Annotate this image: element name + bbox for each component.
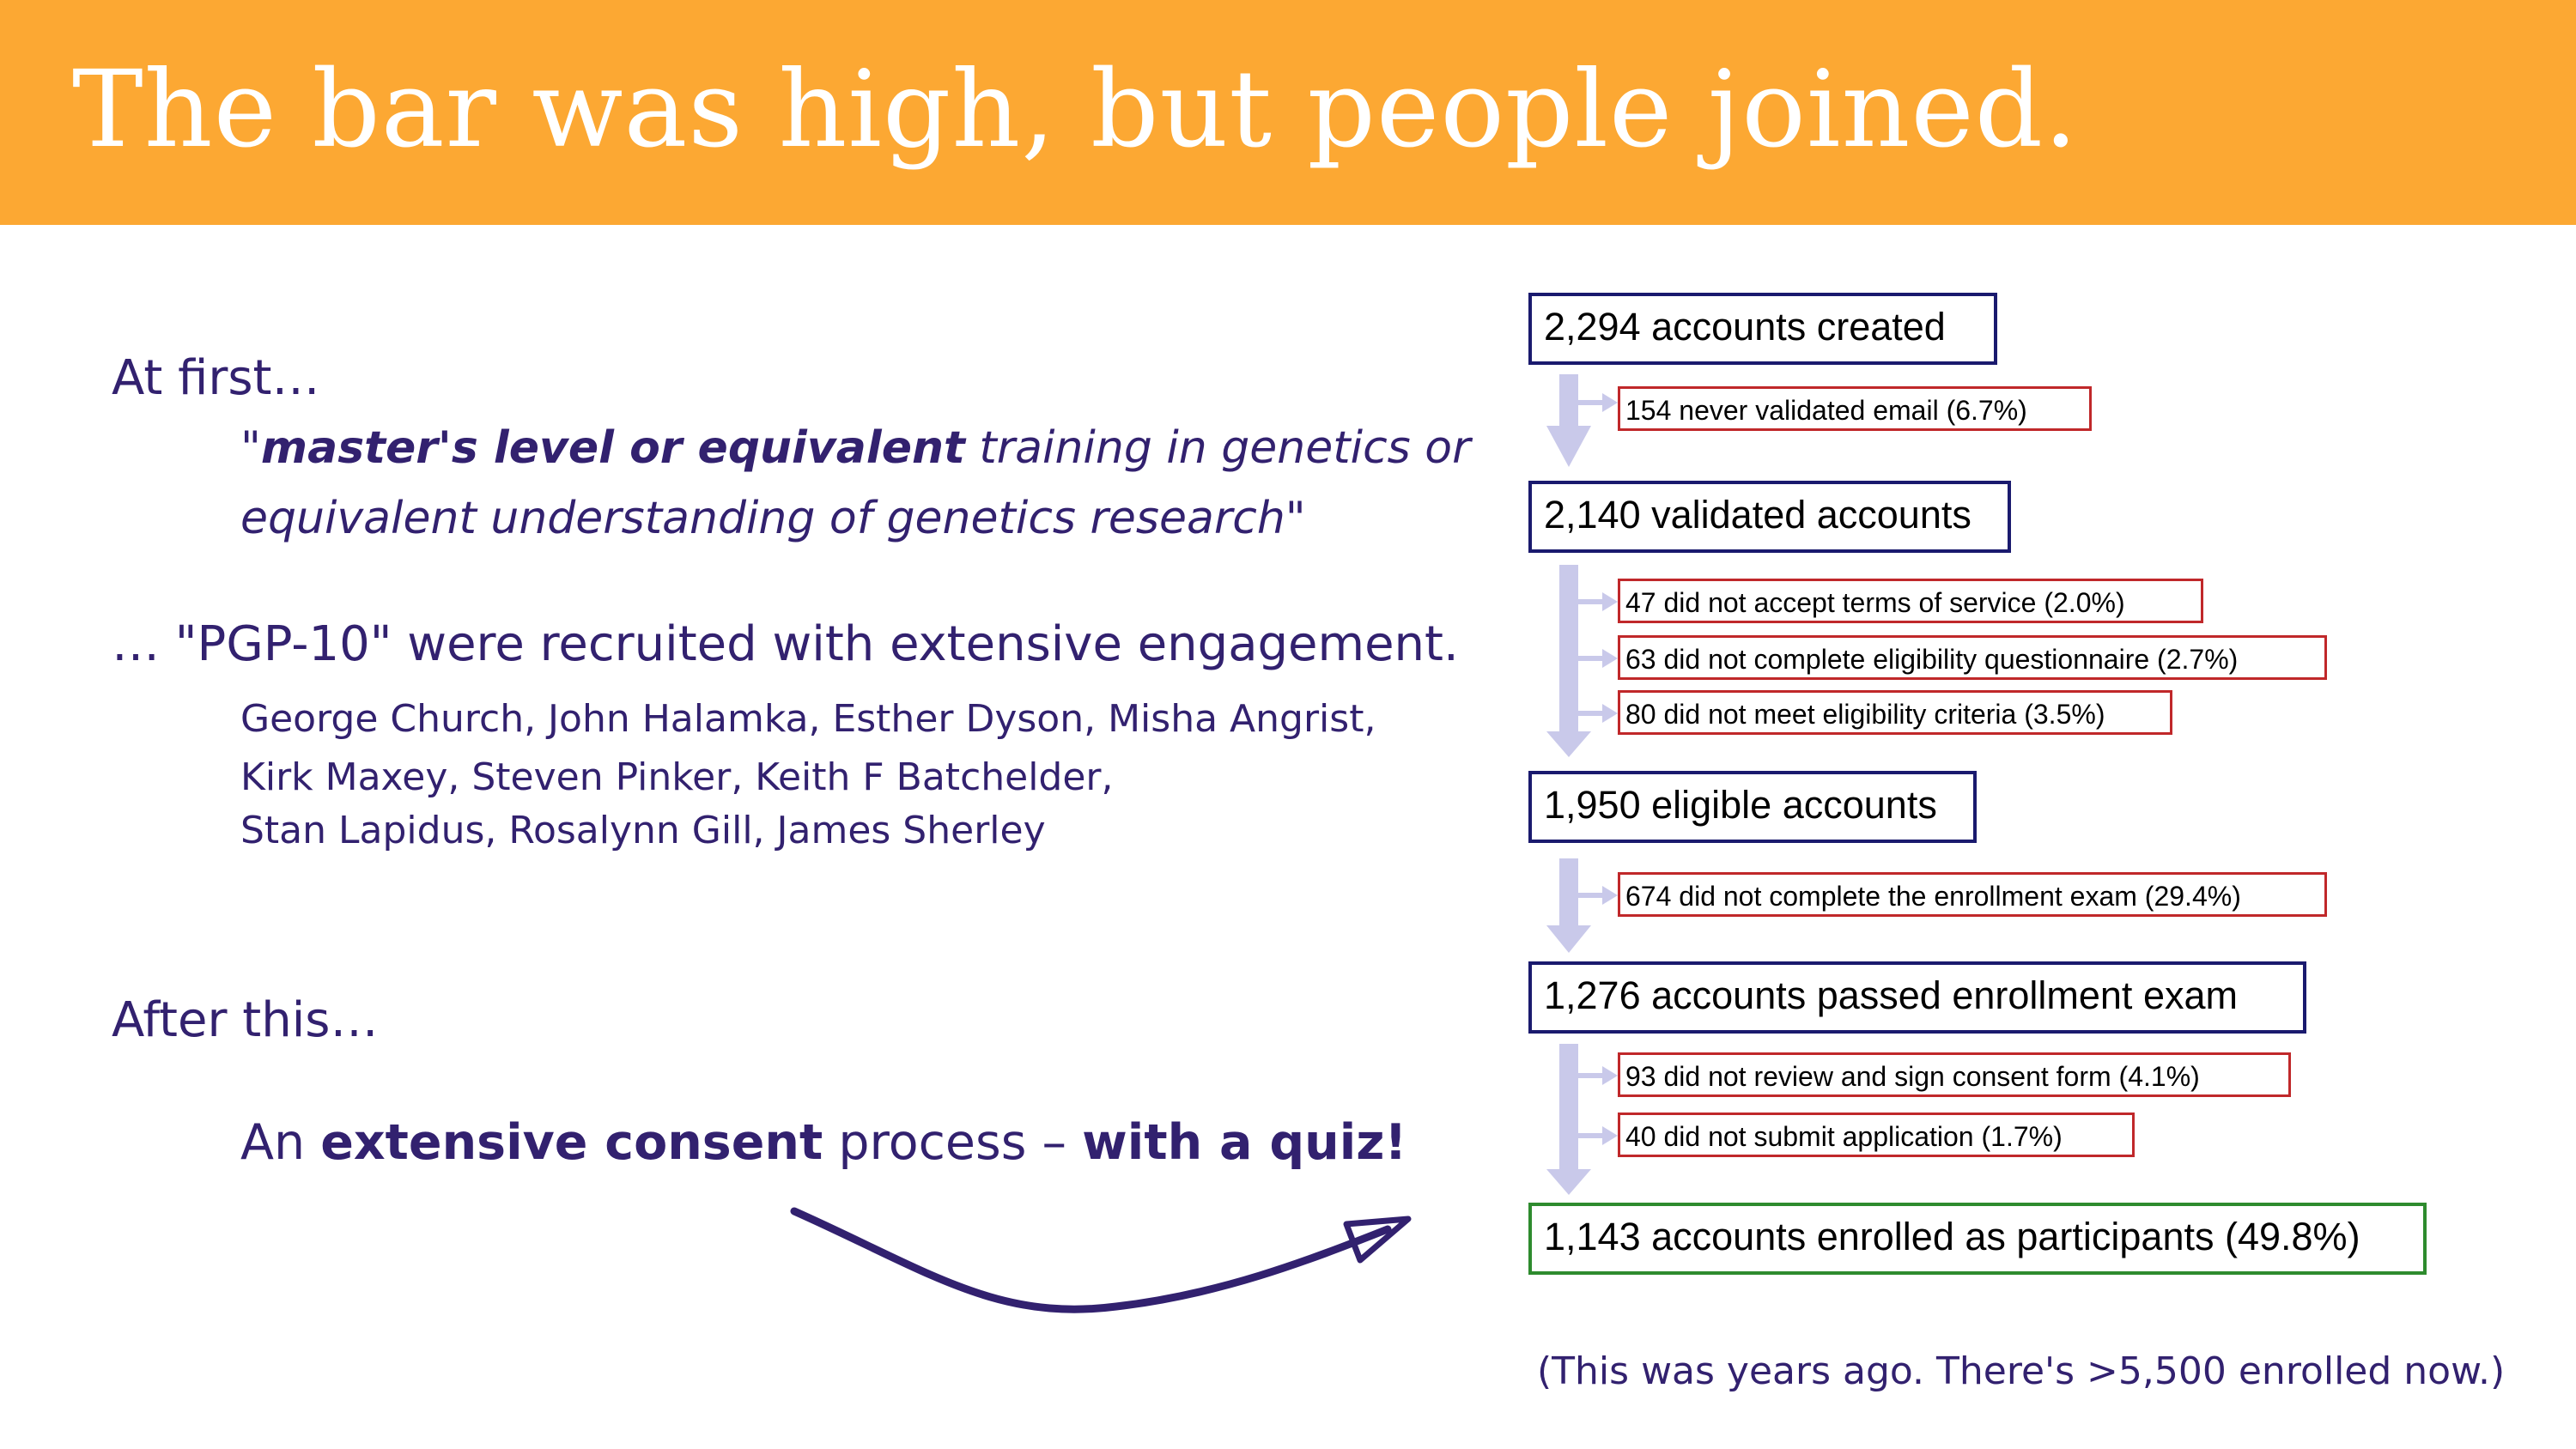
- side-arrow-1: [1578, 400, 1604, 405]
- exclusion-box-email: 154 never validated email (6.7%): [1618, 386, 2092, 431]
- quote-bold: master's level or equivalent: [260, 422, 965, 474]
- down-arrow-head-1: [1546, 426, 1591, 467]
- slide-title: The bar was high, but people joined.: [72, 48, 2079, 172]
- side-arrow-head-2a: [1602, 592, 1618, 611]
- side-arrow-3: [1578, 893, 1604, 898]
- down-arrow-shaft-3: [1559, 858, 1578, 927]
- consent-p1: An: [240, 1114, 321, 1171]
- down-arrow-shaft-4: [1559, 1044, 1578, 1173]
- quote-rest: training in genetics or: [964, 422, 1471, 474]
- at-first-label: At first…: [112, 350, 320, 406]
- down-arrow-head-2: [1546, 731, 1591, 757]
- exclusion-box-application: 40 did not submit application (1.7%): [1618, 1113, 2135, 1157]
- side-arrow-head-2b: [1602, 649, 1618, 668]
- names-line-2: Kirk Maxey, Steven Pinker, Keith F Batch…: [240, 755, 1114, 799]
- side-arrow-head-1: [1602, 393, 1618, 412]
- exclusion-box-consent: 93 did not review and sign consent form …: [1618, 1052, 2291, 1097]
- title-bar: The bar was high, but people joined.: [0, 0, 2576, 225]
- flow-box-enrolled: 1,143 accounts enrolled as participants …: [1528, 1203, 2427, 1275]
- down-arrow-head-4: [1546, 1169, 1591, 1195]
- side-arrow-head-4a: [1602, 1066, 1618, 1085]
- flow-box-validated: 2,140 validated accounts: [1528, 481, 2011, 553]
- exclusion-box-exam: 674 did not complete the enrollment exam…: [1618, 872, 2327, 917]
- exclusion-box-terms: 47 did not accept terms of service (2.0%…: [1618, 579, 2203, 623]
- names-line-1: George Church, John Halamka, Esther Dyso…: [240, 697, 1376, 741]
- side-arrow-head-2c: [1602, 704, 1618, 723]
- consent-p2: process –: [823, 1114, 1083, 1171]
- side-arrow-head-4b: [1602, 1126, 1618, 1145]
- side-arrow-2c: [1578, 711, 1604, 716]
- consent-line: An extensive consent process – with a qu…: [240, 1114, 1406, 1171]
- names-line-3: Stan Lapidus, Rosalynn Gill, James Sherl…: [240, 809, 1046, 852]
- quote-open: ": [240, 422, 261, 474]
- footnote: (This was years ago. There's >5,500 enro…: [1537, 1349, 2506, 1393]
- pgp10-line: … "PGP-10" were recruited with extensive…: [112, 616, 1459, 672]
- flow-box-passed-exam: 1,276 accounts passed enrollment exam: [1528, 961, 2306, 1034]
- quote-line-1: "master's level or equivalent training i…: [240, 422, 1470, 474]
- side-arrow-4a: [1578, 1073, 1604, 1078]
- exclusion-box-questionnaire: 63 did not complete eligibility question…: [1618, 635, 2327, 680]
- exclusion-box-criteria: 80 did not meet eligibility criteria (3.…: [1618, 690, 2172, 735]
- down-arrow-shaft-1: [1559, 374, 1578, 427]
- curved-pointer-arrow: [790, 1207, 1412, 1313]
- down-arrow-shaft-2: [1559, 565, 1578, 735]
- consent-bold-2: with a quiz!: [1082, 1114, 1407, 1171]
- after-this-label: After this…: [112, 992, 379, 1048]
- down-arrow-head-3: [1546, 925, 1591, 953]
- side-arrow-head-3: [1602, 886, 1618, 905]
- side-arrow-2b: [1578, 656, 1604, 661]
- side-arrow-2a: [1578, 599, 1604, 604]
- flow-box-created: 2,294 accounts created: [1528, 293, 1997, 365]
- consent-bold-1: extensive consent: [320, 1114, 823, 1171]
- flow-arrows: [1546, 374, 1618, 1195]
- side-arrow-4b: [1578, 1133, 1604, 1138]
- quote-line-2: equivalent understanding of genetics res…: [240, 493, 1306, 544]
- flow-box-eligible: 1,950 eligible accounts: [1528, 771, 1977, 843]
